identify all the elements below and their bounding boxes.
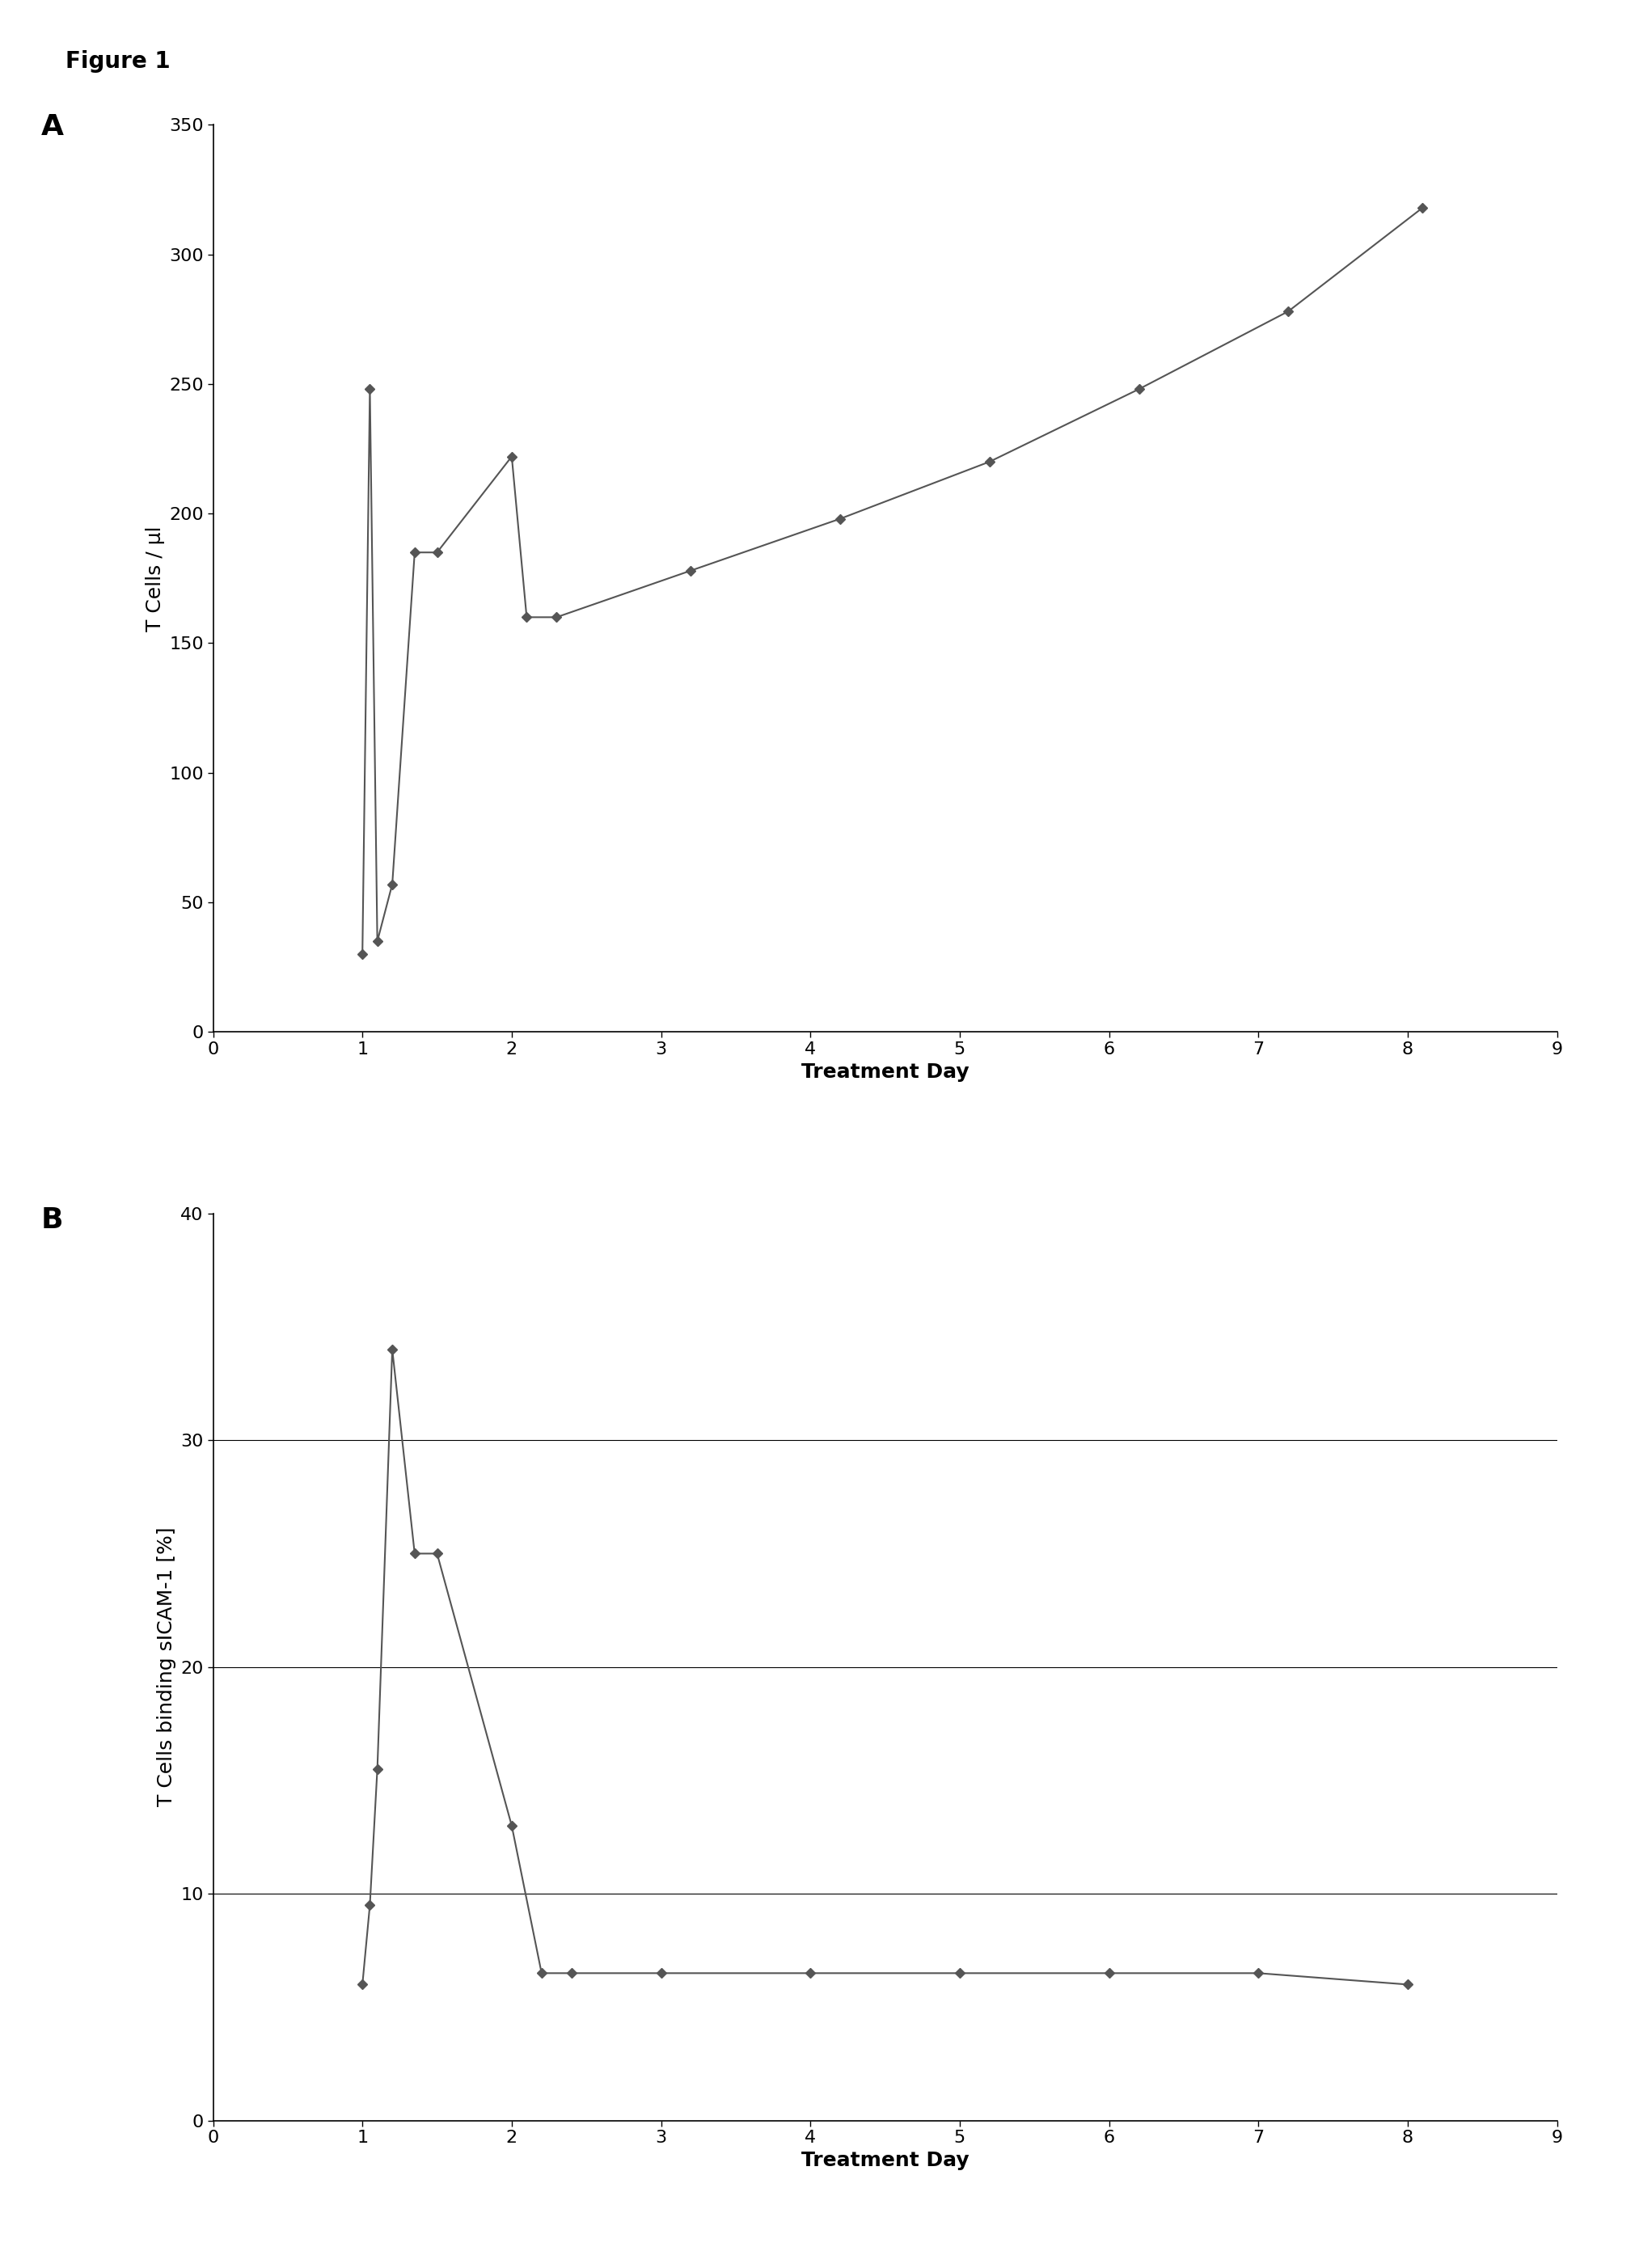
Y-axis label: T Cells binding sICAM-1 [%]: T Cells binding sICAM-1 [%] xyxy=(157,1526,175,1808)
X-axis label: Treatment Day: Treatment Day xyxy=(801,1061,969,1082)
Text: A: A xyxy=(41,113,64,141)
Y-axis label: T Cells / µl: T Cells / µl xyxy=(146,526,164,631)
Text: B: B xyxy=(41,1207,64,1234)
X-axis label: Treatment Day: Treatment Day xyxy=(801,2150,969,2170)
Text: Figure 1: Figure 1 xyxy=(66,50,170,73)
